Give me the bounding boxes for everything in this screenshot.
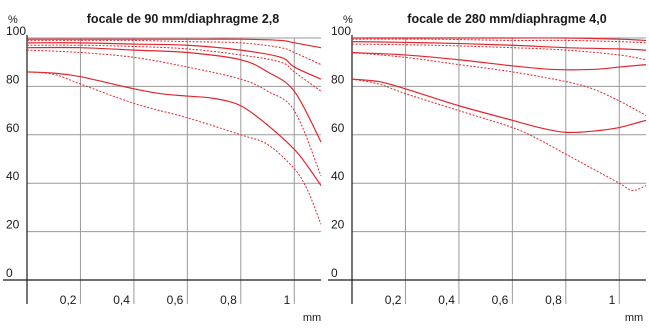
x-unit-label: mm: [625, 312, 643, 324]
tick-layer: 0 20 40 60 80 100 0,2 0,4 0,6 0,8 1: [331, 24, 616, 307]
y-tick-label: 20: [6, 218, 20, 232]
x-tick-label: 1: [284, 293, 291, 307]
chart-90mm: focale de 90 mm/diaphragme 2,8 % mm 0 20 4…: [3, 12, 322, 324]
curve-layer: [351, 37, 647, 191]
grid-layer: [328, 35, 646, 304]
mtf-curve-dotted: [351, 43, 647, 61]
x-tick-label: 0,6: [492, 293, 509, 307]
tick-layer: 0 20 40 60 80 100 0,2 0,4 0,6 0,8 1: [6, 24, 291, 307]
x-unit-label: mm: [303, 312, 321, 324]
y-unit-label: %: [8, 14, 18, 26]
grid-layer: [3, 35, 321, 304]
x-tick-label: 0,4: [438, 293, 455, 307]
x-tick-label: 1: [609, 293, 616, 307]
x-tick-label: 0,8: [545, 293, 562, 307]
mtf-curve-solid: [351, 51, 647, 71]
y-tick-label: 100: [331, 24, 351, 38]
mtf-curve-solid: [26, 46, 322, 143]
mtf-curve-solid: [351, 41, 647, 51]
mtf-curve-solid: [26, 42, 322, 80]
x-tick-label: 0,6: [167, 293, 184, 307]
mtf-curve-solid: [26, 71, 322, 186]
y-tick-label: 40: [6, 169, 20, 183]
x-tick-label: 0,2: [60, 293, 77, 307]
x-tick-label: 0,2: [385, 293, 402, 307]
y-unit-label: %: [343, 14, 353, 26]
y-tick-label: 0: [6, 266, 13, 280]
mtf-curve-dotted: [27, 39, 322, 66]
y-tick-label: 0: [331, 266, 338, 280]
y-tick-label: 20: [331, 218, 345, 232]
y-tick-label: 60: [331, 121, 345, 135]
mtf-curve-dotted: [351, 52, 647, 116]
y-tick-label: 40: [331, 169, 345, 183]
mtf-curve-solid: [351, 37, 647, 42]
x-tick-label: 0,4: [113, 293, 130, 307]
mtf-curve-dotted: [26, 44, 322, 92]
y-tick-label: 60: [6, 121, 20, 135]
chart-280mm: focale de 280 mm/diaphragme 4,0 % mm 0 20…: [328, 12, 647, 324]
y-tick-label: 80: [331, 72, 345, 86]
mtf-curve-solid: [27, 38, 322, 49]
x-tick-label: 0,8: [220, 293, 237, 307]
curve-layer: [26, 38, 322, 225]
y-tick-label: 100: [6, 24, 26, 38]
mtf-curve-dotted: [26, 49, 322, 177]
chart-title: focale de 90 mm/diaphragme 2,8: [87, 12, 279, 26]
mtf-curve-solid: [351, 78, 647, 134]
chart-title: focale de 280 mm/diaphragme 4,0: [407, 12, 606, 26]
y-tick-label: 80: [6, 72, 20, 86]
